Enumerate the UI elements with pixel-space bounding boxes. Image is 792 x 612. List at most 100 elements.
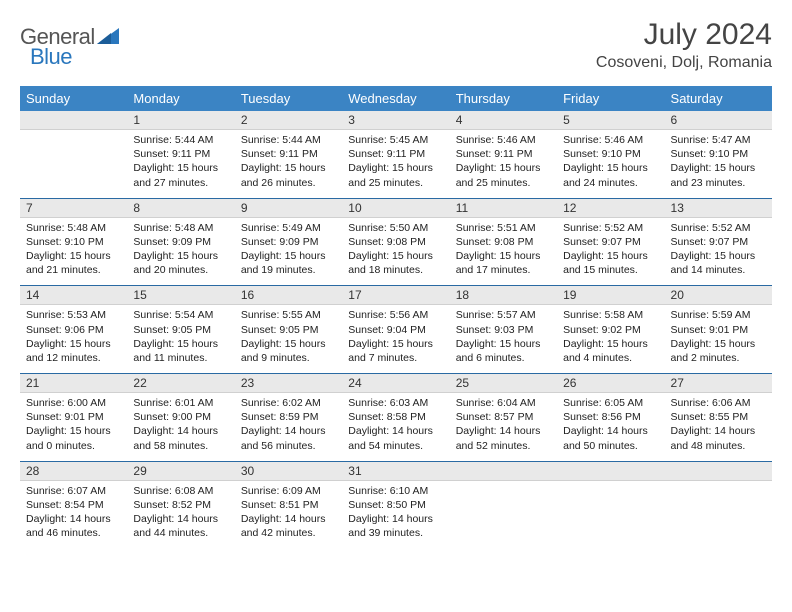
day-cell: Sunrise: 6:03 AMSunset: 8:58 PMDaylight:… (342, 393, 449, 462)
sunrise-text: Sunrise: 6:07 AM (26, 484, 121, 498)
daylight-text-1: Daylight: 14 hours (563, 424, 658, 438)
day-number: 18 (450, 286, 557, 305)
sunrise-text: Sunrise: 6:01 AM (133, 396, 228, 410)
daylight-text-2: and 24 minutes. (563, 176, 658, 190)
daylight-text-1: Daylight: 15 hours (456, 337, 551, 351)
logo-text-blue: Blue (30, 44, 72, 70)
sunrise-text: Sunrise: 5:48 AM (26, 221, 121, 235)
day-cell: Sunrise: 6:10 AMSunset: 8:50 PMDaylight:… (342, 480, 449, 548)
daylight-text-2: and 21 minutes. (26, 263, 121, 277)
daylight-text-1: Daylight: 14 hours (133, 424, 228, 438)
day-number: 3 (342, 111, 449, 130)
daylight-text-2: and 42 minutes. (241, 526, 336, 540)
day-number-row: 21222324252627 (20, 374, 772, 393)
daylight-text-2: and 6 minutes. (456, 351, 551, 365)
sunrise-text: Sunrise: 5:44 AM (133, 133, 228, 147)
day-cell: Sunrise: 5:51 AMSunset: 9:08 PMDaylight:… (450, 217, 557, 286)
sunset-text: Sunset: 9:10 PM (671, 147, 766, 161)
dow-monday: Monday (127, 86, 234, 111)
day-number: 17 (342, 286, 449, 305)
daylight-text-1: Daylight: 15 hours (563, 249, 658, 263)
day-cell: Sunrise: 5:48 AMSunset: 9:10 PMDaylight:… (20, 217, 127, 286)
sunset-text: Sunset: 9:08 PM (348, 235, 443, 249)
day-number-row: 123456 (20, 111, 772, 130)
day-cell: Sunrise: 5:48 AMSunset: 9:09 PMDaylight:… (127, 217, 234, 286)
day-number-row: 28293031 (20, 462, 772, 481)
sunset-text: Sunset: 9:07 PM (671, 235, 766, 249)
day-cell: Sunrise: 5:55 AMSunset: 9:05 PMDaylight:… (235, 305, 342, 374)
page-header: General July 2024 Cosoveni, Dolj, Romani… (20, 18, 772, 72)
sunrise-text: Sunrise: 5:46 AM (563, 133, 658, 147)
day-of-week-row: Sunday Monday Tuesday Wednesday Thursday… (20, 86, 772, 111)
sunrise-text: Sunrise: 6:06 AM (671, 396, 766, 410)
daylight-text-1: Daylight: 15 hours (671, 337, 766, 351)
daylight-text-1: Daylight: 14 hours (26, 512, 121, 526)
sunset-text: Sunset: 8:51 PM (241, 498, 336, 512)
day-cell: Sunrise: 5:58 AMSunset: 9:02 PMDaylight:… (557, 305, 664, 374)
sunset-text: Sunset: 9:03 PM (456, 323, 551, 337)
day-number: 21 (20, 374, 127, 393)
day-cell: Sunrise: 5:52 AMSunset: 9:07 PMDaylight:… (557, 217, 664, 286)
daylight-text-1: Daylight: 14 hours (348, 512, 443, 526)
sunset-text: Sunset: 8:50 PM (348, 498, 443, 512)
sunrise-text: Sunrise: 5:55 AM (241, 308, 336, 322)
day-number: 2 (235, 111, 342, 130)
sunrise-text: Sunrise: 5:52 AM (563, 221, 658, 235)
daylight-text-2: and 19 minutes. (241, 263, 336, 277)
day-cell: Sunrise: 6:07 AMSunset: 8:54 PMDaylight:… (20, 480, 127, 548)
daylight-text-1: Daylight: 15 hours (563, 337, 658, 351)
daylight-text-2: and 14 minutes. (671, 263, 766, 277)
daylight-text-2: and 11 minutes. (133, 351, 228, 365)
day-number: 23 (235, 374, 342, 393)
daylight-text-2: and 56 minutes. (241, 439, 336, 453)
sunset-text: Sunset: 9:00 PM (133, 410, 228, 424)
day-number: 28 (20, 462, 127, 481)
daylight-text-1: Daylight: 15 hours (456, 161, 551, 175)
daylight-text-1: Daylight: 15 hours (348, 337, 443, 351)
daylight-text-1: Daylight: 15 hours (26, 424, 121, 438)
day-cell (665, 480, 772, 548)
sunset-text: Sunset: 9:11 PM (133, 147, 228, 161)
sunrise-text: Sunrise: 5:47 AM (671, 133, 766, 147)
day-cell: Sunrise: 6:04 AMSunset: 8:57 PMDaylight:… (450, 393, 557, 462)
day-cell (20, 130, 127, 199)
day-cell: Sunrise: 5:50 AMSunset: 9:08 PMDaylight:… (342, 217, 449, 286)
month-title: July 2024 (596, 18, 772, 52)
sunrise-text: Sunrise: 6:03 AM (348, 396, 443, 410)
day-number: 1 (127, 111, 234, 130)
sunset-text: Sunset: 8:55 PM (671, 410, 766, 424)
day-number: 22 (127, 374, 234, 393)
day-body-row: Sunrise: 6:00 AMSunset: 9:01 PMDaylight:… (20, 393, 772, 462)
sunrise-text: Sunrise: 6:05 AM (563, 396, 658, 410)
sunrise-text: Sunrise: 5:45 AM (348, 133, 443, 147)
day-number: 14 (20, 286, 127, 305)
logo-triangle-icon (97, 26, 119, 49)
daylight-text-2: and 46 minutes. (26, 526, 121, 540)
daylight-text-1: Daylight: 15 hours (26, 249, 121, 263)
sunrise-text: Sunrise: 5:54 AM (133, 308, 228, 322)
sunrise-text: Sunrise: 6:10 AM (348, 484, 443, 498)
daylight-text-2: and 44 minutes. (133, 526, 228, 540)
daylight-text-1: Daylight: 14 hours (671, 424, 766, 438)
day-number: 9 (235, 199, 342, 218)
sunset-text: Sunset: 9:09 PM (133, 235, 228, 249)
daylight-text-1: Daylight: 15 hours (133, 249, 228, 263)
sunrise-text: Sunrise: 5:51 AM (456, 221, 551, 235)
daylight-text-2: and 27 minutes. (133, 176, 228, 190)
sunrise-text: Sunrise: 5:56 AM (348, 308, 443, 322)
sunrise-text: Sunrise: 5:48 AM (133, 221, 228, 235)
day-number: 8 (127, 199, 234, 218)
dow-wednesday: Wednesday (342, 86, 449, 111)
day-cell: Sunrise: 5:47 AMSunset: 9:10 PMDaylight:… (665, 130, 772, 199)
day-cell: Sunrise: 5:56 AMSunset: 9:04 PMDaylight:… (342, 305, 449, 374)
day-number (557, 462, 664, 481)
daylight-text-2: and 23 minutes. (671, 176, 766, 190)
day-cell: Sunrise: 5:57 AMSunset: 9:03 PMDaylight:… (450, 305, 557, 374)
dow-saturday: Saturday (665, 86, 772, 111)
day-number (665, 462, 772, 481)
sunrise-text: Sunrise: 5:58 AM (563, 308, 658, 322)
daylight-text-1: Daylight: 15 hours (456, 249, 551, 263)
daylight-text-2: and 20 minutes. (133, 263, 228, 277)
sunrise-text: Sunrise: 5:44 AM (241, 133, 336, 147)
daylight-text-2: and 12 minutes. (26, 351, 121, 365)
